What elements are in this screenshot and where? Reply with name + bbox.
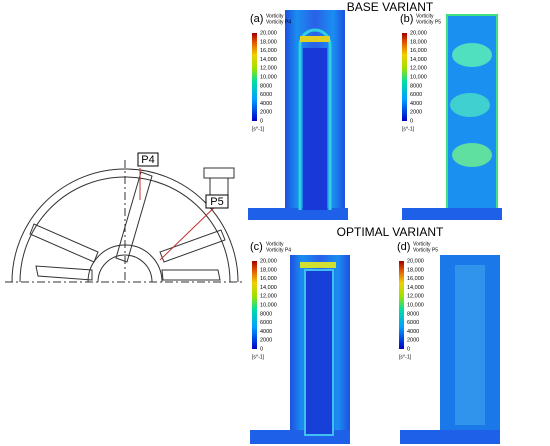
colorbar-unit: [s^-1]	[252, 354, 265, 360]
colorbar-tick: 6000	[260, 320, 272, 326]
colorbar-unit: [s^-1]	[402, 126, 415, 132]
colorbar-tick: 12,000	[260, 294, 277, 300]
colorbar-tick: 14,000	[260, 285, 277, 291]
colorbar-tick: 0	[260, 118, 263, 124]
colorbar-tick: 18,000	[260, 267, 277, 273]
colorbar	[252, 261, 257, 349]
panel-label: (d)	[397, 241, 410, 253]
colorbar-tick: 20,000	[260, 258, 277, 264]
p5-label: P5	[210, 196, 223, 208]
colorbar-tick: 10,000	[260, 74, 277, 80]
heading: BASE VARIANT	[347, 0, 434, 14]
colorbar	[252, 33, 257, 121]
colorbar-tick: 2000	[260, 110, 272, 116]
legend-subtitle: Vorticity P5	[413, 247, 438, 253]
colorbar-tick: 8000	[407, 311, 419, 317]
panel-d-image	[400, 255, 500, 444]
colorbar-tick: 18,000	[410, 39, 427, 45]
colorbar-tick: 14,000	[407, 285, 424, 291]
colorbar-tick: 0	[410, 118, 413, 124]
p4-label: P4	[141, 154, 154, 166]
colorbar-tick: 2000	[407, 338, 419, 344]
colorbar-tick: 10,000	[260, 302, 277, 308]
colorbar	[399, 261, 404, 349]
panel-label: (b)	[400, 13, 413, 25]
colorbar-tick: 6000	[407, 320, 419, 326]
colorbar-tick: 20,000	[407, 258, 424, 264]
legend-title: Vorticity	[266, 241, 284, 247]
colorbar-tick: 4000	[260, 329, 272, 335]
colorbar-tick: 20,000	[260, 30, 277, 36]
legend-title: Vorticity	[416, 13, 434, 19]
wheel-sketch	[5, 152, 245, 283]
colorbar-tick: 16,000	[260, 48, 277, 54]
legend-title: Vorticity	[266, 13, 284, 19]
colorbar-tick: 8000	[260, 83, 272, 89]
heading: OPTIMAL VARIANT	[337, 225, 444, 239]
panel-a-image	[248, 10, 348, 220]
colorbar-tick: 12,000	[260, 66, 277, 72]
colorbar-tick: 12,000	[410, 66, 427, 72]
colorbar-tick: 2000	[260, 338, 272, 344]
colorbar-tick: 6000	[260, 92, 272, 98]
colorbar-unit: [s^-1]	[252, 126, 265, 132]
colorbar-tick: 14,000	[410, 57, 427, 63]
colorbar-tick: 12,000	[407, 294, 424, 300]
colorbar-tick: 16,000	[410, 48, 427, 54]
legend-subtitle: Vorticity P4	[266, 19, 291, 25]
panel-c-image	[250, 255, 350, 444]
legend-title: Vorticity	[413, 241, 431, 247]
colorbar-tick: 18,000	[407, 267, 424, 273]
panel-label: (c)	[250, 241, 263, 253]
colorbar-tick: 8000	[260, 311, 272, 317]
colorbar-tick: 4000	[407, 329, 419, 335]
panel-b-image	[402, 14, 502, 220]
colorbar-tick: 2000	[410, 110, 422, 116]
colorbar-tick: 10,000	[410, 74, 427, 80]
colorbar-tick: 20,000	[410, 30, 427, 36]
colorbar-tick: 10,000	[407, 302, 424, 308]
colorbar-tick: 4000	[260, 101, 272, 107]
colorbar-tick: 0	[407, 346, 410, 352]
colorbar	[402, 33, 407, 121]
colorbar-tick: 4000	[410, 101, 422, 107]
colorbar-tick: 6000	[410, 92, 422, 98]
colorbar-unit: [s^-1]	[399, 354, 412, 360]
colorbar-tick: 8000	[410, 83, 422, 89]
colorbar-tick: 18,000	[260, 39, 277, 45]
panel-label: (a)	[250, 13, 263, 25]
colorbar-tick: 16,000	[260, 276, 277, 282]
legend-subtitle: Vorticity P5	[416, 19, 441, 25]
colorbar-tick: 14,000	[260, 57, 277, 63]
colorbar-tick: 16,000	[407, 276, 424, 282]
legend-subtitle: Vorticity P4	[266, 247, 291, 253]
colorbar-tick: 0	[260, 346, 263, 352]
